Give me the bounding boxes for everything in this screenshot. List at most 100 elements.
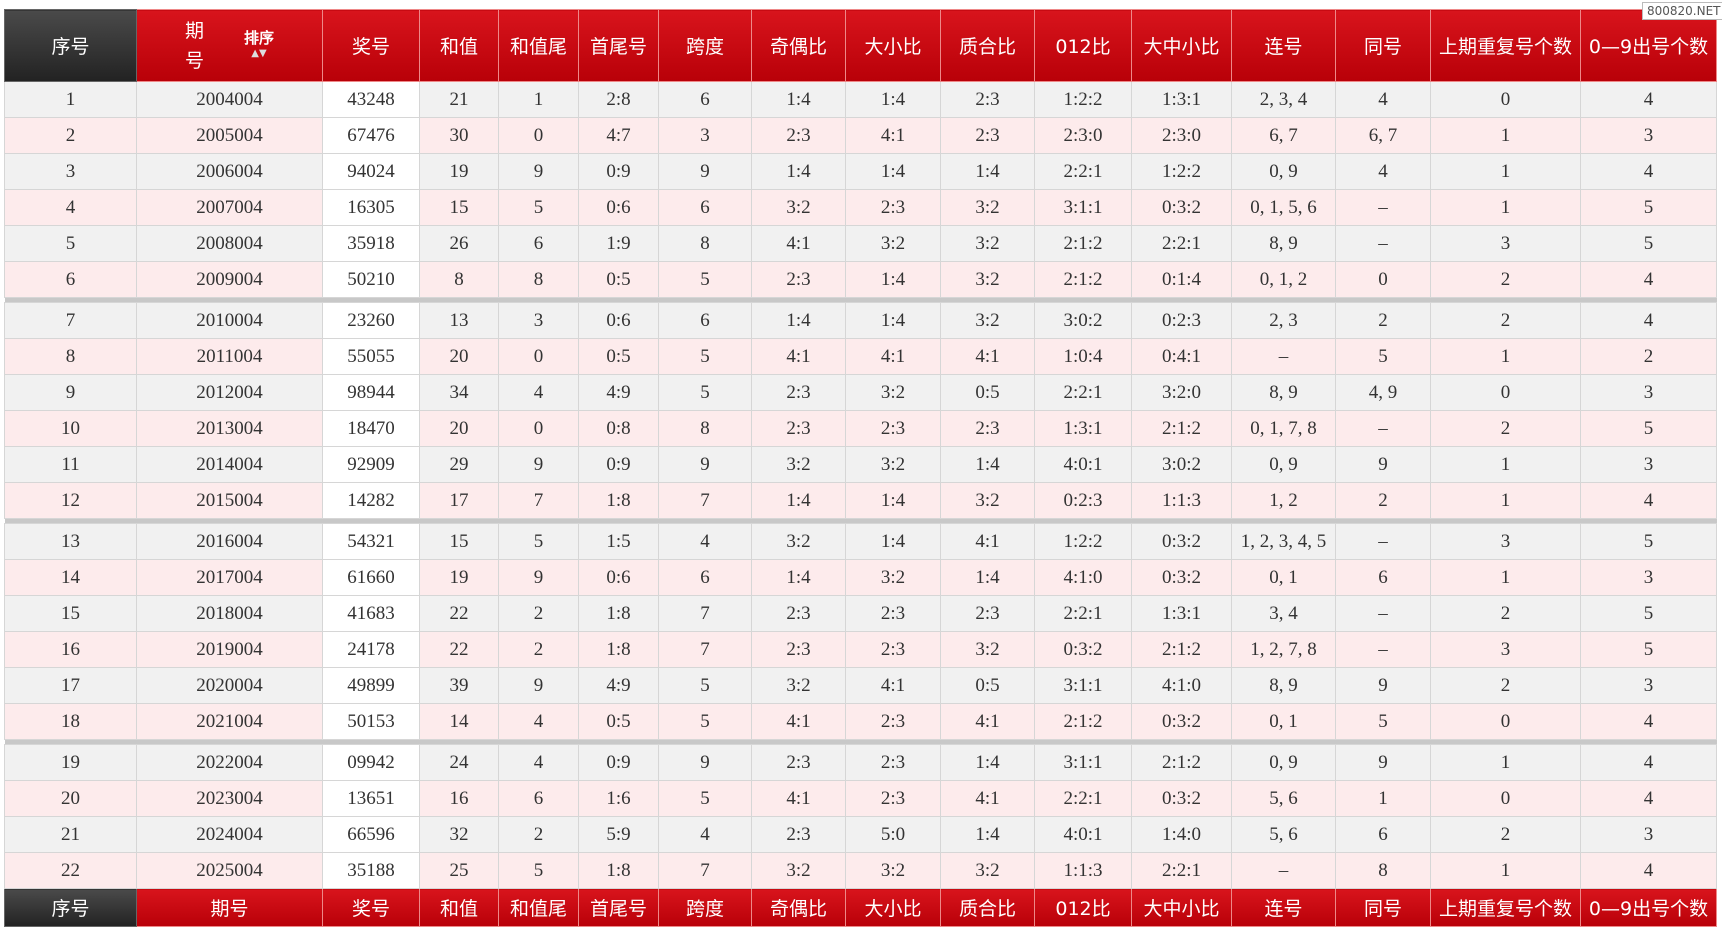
table-row: 5 2008004 35918 26 6 1:9 8 4:1 3:2 3:2 2:1:2 2:2:1 8… [4,225,1717,262]
table-row: 8 2011004 55055 20 0 0:5 5 4:1 4:1 4:1 1:0:4 0:4:1–… [4,338,1717,375]
table-cell: 2, 3, 4 [1231,81,1336,118]
footer-cell: 序号 [4,888,137,927]
table-cell: 4 [1580,482,1717,519]
table-cell: 4 [1580,852,1717,889]
table-cell: 66596 [322,816,420,853]
table-cell: 2018004 [136,595,323,632]
footer-cell: 012比 [1034,888,1132,927]
header-cell: 和值尾 [498,9,579,82]
table-row: 10 2013004 18470 20 0 0:8 8 2:3 2:3 2:3 1:3:1 2:1:2… [4,410,1717,447]
table-cell: 41683 [322,595,420,632]
table-cell: 9 [658,744,752,781]
table-cell: 2:8 [578,81,659,118]
table-cell: 2016004 [136,523,323,560]
table-cell: 8 [1335,852,1431,889]
table-cell: 2008004 [136,225,323,262]
table-cell: 4:1:0 [1131,667,1232,704]
footer-cell: 和值 [419,888,499,927]
header-label: 0—9出号个数 [1588,36,1709,58]
header-cell: 跨度 [658,9,752,82]
table-cell: 3:2 [751,523,846,560]
table-cell: 17 [419,482,499,519]
table-cell: 4:1 [845,117,941,154]
table-cell: 2:3 [940,595,1035,632]
table-row: 3 2006004 94024 19 9 0:9 9 1:4 1:4 1:4 2:2:1 1:2:2 0… [4,153,1717,190]
table-cell: 15 [4,595,137,632]
table-cell: 6 [658,302,752,339]
table-cell: 3 [1580,559,1717,596]
table-cell: 3:2 [940,482,1035,519]
table-cell: 1:3:1 [1034,410,1132,447]
table-cell: 18 [4,703,137,740]
table-cell: 4:0:1 [1034,446,1132,483]
table-cell: 0:6 [578,189,659,226]
header-label: 连号 [1264,36,1303,58]
table-row: 6 2009004 50210 8 8 0:5 5 2:3 1:4 3:2 2:1:2 0:1:4 0,… [4,261,1717,298]
table-cell: 1 [1430,852,1581,889]
table-cell: 1:8 [578,595,659,632]
table-cell: 5 [1335,703,1431,740]
table-cell: 4 [658,523,752,560]
table-cell: 2:1:2 [1131,410,1232,447]
sort-button[interactable]: 排序 ▲▼ [244,30,274,62]
table-cell: 1:8 [578,852,659,889]
table-cell: 7 [658,852,752,889]
table-cell: 1:4 [940,816,1035,853]
table-cell: 2 [1335,302,1431,339]
table-cell: 20 [419,410,499,447]
table-cell: 4 [1580,703,1717,740]
table-cell: 2004004 [136,81,323,118]
table-cell: 4:1 [940,523,1035,560]
table-cell: 2:1:2 [1131,744,1232,781]
table-cell: 11 [4,446,137,483]
table-cell: 3:2 [845,559,941,596]
table-cell: 1:2:2 [1034,81,1132,118]
table-cell: 13651 [322,780,420,817]
table-cell: 5:9 [578,816,659,853]
table-cell: 8 [658,410,752,447]
table-cell: 3:1:1 [1034,744,1132,781]
table-cell: 24 [419,744,499,781]
table-cell: 16 [419,780,499,817]
table-cell: 8 [419,261,499,298]
table-cell: 2:3 [751,631,846,668]
header-label: 和值尾 [509,36,567,58]
table-cell: 1:4 [940,744,1035,781]
table-cell: 2:2:1 [1131,852,1232,889]
header-cell: 序号 [4,9,137,82]
table-cell: 2:3:0 [1131,117,1232,154]
table-cell: 7 [498,482,579,519]
table-cell: 3 [498,302,579,339]
table-cell: 7 [658,631,752,668]
table-row: 16 2019004 24178 22 2 1:8 7 2:3 2:3 3:2 0:3:2 2:1:2… [4,631,1717,668]
header-label: 奇偶比 [769,36,827,58]
table-cell: 0, 1 [1231,703,1336,740]
table-cell: 9 [1335,744,1431,781]
header-cell: 奖号 [322,9,420,82]
table-cell: 2020004 [136,667,323,704]
header-label: 质合比 [958,36,1016,58]
table-cell: 2007004 [136,189,323,226]
table-cell: 2005004 [136,117,323,154]
table-cell: – [1335,523,1431,560]
header-cell: 首尾号 [578,9,659,82]
table-cell: 1:4 [845,482,941,519]
group-separator [4,297,1717,303]
table-cell: 16305 [322,189,420,226]
header-cell: 质合比 [940,9,1035,82]
table-cell: 1:4 [751,302,846,339]
table-cell: 0 [1430,374,1581,411]
table-row: 18 2021004 50153 14 4 0:5 5 4:1 2:3 4:1 2:1:2 0:3:2… [4,703,1717,740]
table-cell: 2 [1430,816,1581,853]
table-cell: 2:3 [845,703,941,740]
table-cell: 3 [658,117,752,154]
table-cell: 1:6 [578,780,659,817]
table-cell: 7 [658,595,752,632]
table-cell: 4:1 [940,338,1035,375]
table-cell: 98944 [322,374,420,411]
table-cell: 0, 9 [1231,744,1336,781]
header-label: 期号 [184,19,204,72]
table-row: 17 2020004 49899 39 9 4:9 5 3:2 4:1 0:5 3:1:1 4:1:0… [4,667,1717,704]
sort-arrows[interactable]: ▲▼ [251,47,267,59]
footer-row: 序号 期号 奖号 和值 和值尾 首尾号 跨度 奇偶比 大小比 质合比 012比 大中小比 连号 同号 上期重… [4,888,1717,927]
